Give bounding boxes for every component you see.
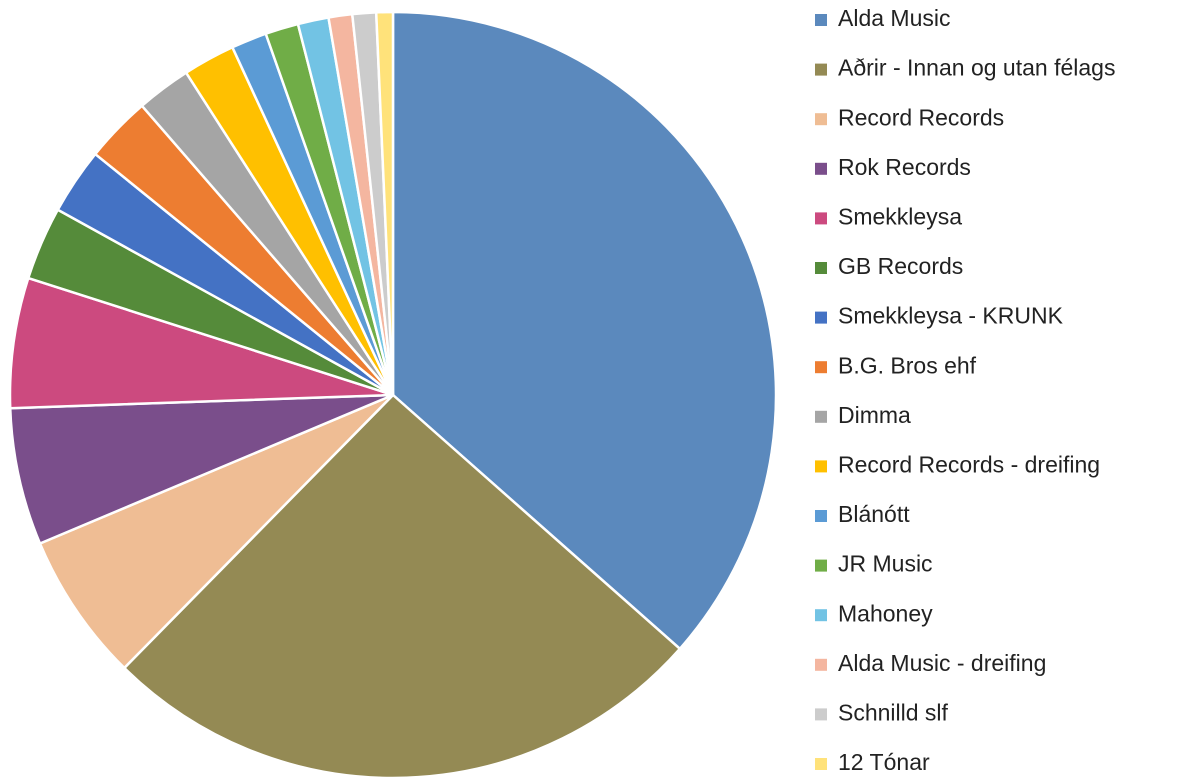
legend-label: Rok Records [838,154,971,180]
legend-swatch [815,162,827,175]
legend-label: Mahoney [838,600,933,626]
legend-swatch [815,460,827,473]
legend-label: Blánótt [838,501,910,527]
legend-swatch [815,262,827,274]
legend-swatch [815,559,827,572]
legend-swatch [815,510,827,522]
pie-slice [122,393,682,780]
legend-swatch [815,212,827,225]
legend-swatch [815,758,827,770]
pie-slice [38,393,394,670]
legend-swatch [815,708,827,721]
legend-swatch [815,113,827,126]
legend-label: Alda Music - dreifing [838,650,1046,676]
legend-label: Smekkleysa [838,203,962,229]
legend-swatch [815,311,827,324]
legend-swatch [815,410,827,423]
legend-swatch [815,63,827,76]
legend-swatch [815,609,827,622]
legend-label: Smekkleysa - KRUNK [838,303,1064,329]
legend-label: B.G. Bros ehf [838,352,977,378]
legend-swatch [815,14,827,26]
pie-slice [8,393,394,546]
legend-label: Record Records [838,104,1004,130]
legend-label: Record Records - dreifing [838,451,1100,477]
legend-label: JR Music [838,551,933,577]
pie-slice [391,10,778,651]
legend-label: Dimma [838,402,911,428]
legend-label: 12 Tónar [838,749,930,775]
legend-label: Schnilld slf [838,699,949,725]
legend-label: Aðrir - Innan og utan félags [838,55,1115,81]
legend-label: Alda Music [838,5,950,31]
legend-label: GB Records [838,253,963,279]
legend-swatch [815,658,827,671]
pie-slice [8,276,394,410]
legend-swatch [815,361,827,374]
pie-slice [374,10,395,396]
